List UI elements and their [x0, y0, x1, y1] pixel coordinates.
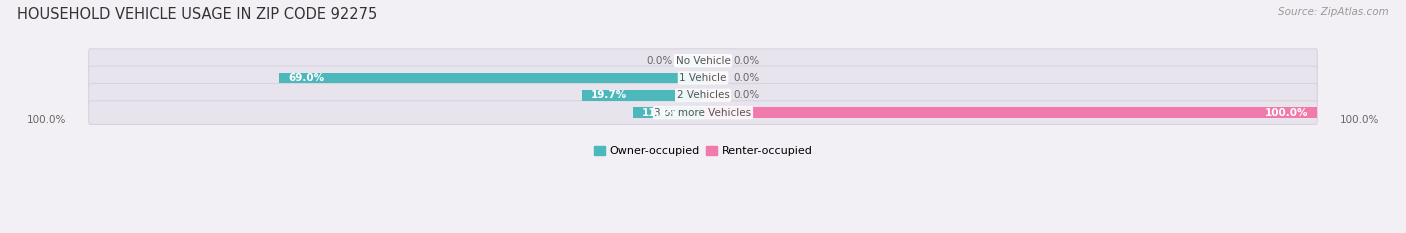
- Text: 1 Vehicle: 1 Vehicle: [679, 73, 727, 83]
- Text: No Vehicle: No Vehicle: [675, 56, 731, 66]
- Text: 11.4%: 11.4%: [643, 108, 679, 118]
- Text: 19.7%: 19.7%: [591, 90, 627, 100]
- Bar: [703, 55, 727, 66]
- Text: 100.0%: 100.0%: [27, 115, 66, 125]
- Text: 2 Vehicles: 2 Vehicles: [676, 90, 730, 100]
- Text: 0.0%: 0.0%: [645, 56, 672, 66]
- Bar: [703, 107, 1317, 118]
- Bar: [679, 55, 703, 66]
- Text: 69.0%: 69.0%: [288, 73, 325, 83]
- FancyBboxPatch shape: [89, 101, 1317, 124]
- Text: 0.0%: 0.0%: [734, 73, 761, 83]
- Text: 3 or more Vehicles: 3 or more Vehicles: [654, 108, 752, 118]
- Text: 100.0%: 100.0%: [1264, 108, 1308, 118]
- Text: 0.0%: 0.0%: [734, 90, 761, 100]
- Legend: Owner-occupied, Renter-occupied: Owner-occupied, Renter-occupied: [589, 142, 817, 161]
- Bar: [582, 90, 703, 101]
- Text: Source: ZipAtlas.com: Source: ZipAtlas.com: [1278, 7, 1389, 17]
- FancyBboxPatch shape: [89, 83, 1317, 107]
- FancyBboxPatch shape: [89, 66, 1317, 90]
- Bar: [703, 90, 727, 101]
- Bar: [703, 72, 727, 83]
- FancyBboxPatch shape: [89, 49, 1317, 72]
- Bar: [633, 107, 703, 118]
- Text: 100.0%: 100.0%: [1340, 115, 1379, 125]
- Text: HOUSEHOLD VEHICLE USAGE IN ZIP CODE 92275: HOUSEHOLD VEHICLE USAGE IN ZIP CODE 9227…: [17, 7, 377, 22]
- Text: 0.0%: 0.0%: [734, 56, 761, 66]
- Bar: [280, 72, 703, 83]
